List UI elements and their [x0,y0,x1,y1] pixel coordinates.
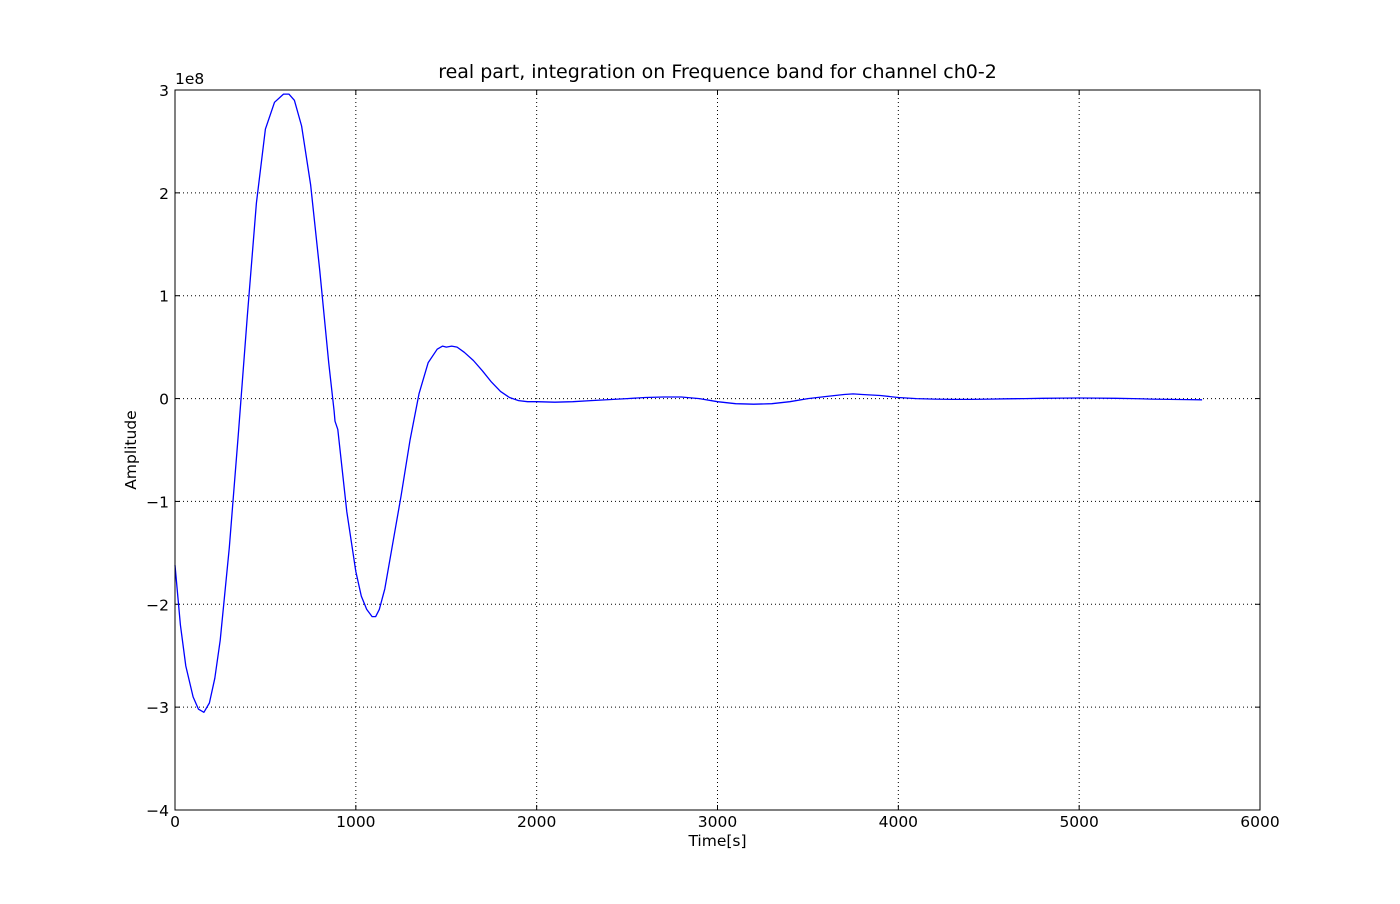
y-tick-label: 3 [159,82,169,100]
x-tick-label: 6000 [1240,813,1279,831]
x-axis-label: Time[s] [687,832,746,850]
y-tick-label: 2 [159,185,169,203]
grid [175,90,1260,810]
x-tick-label: 3000 [698,813,737,831]
series [174,93,1203,713]
chart-title: real part, integration on Frequence band… [438,61,997,83]
x-tick-label: 2000 [517,813,556,831]
ticks: 0 1000 2000 3000 4000 5000 6000 −4 −3 −2 −1 0 1 2 3 [146,82,1280,831]
y-tick-label: −4 [146,802,169,820]
y-axis-label: Amplitude [122,410,140,489]
plot-frame [174,89,1261,811]
y-tick-label: −2 [146,596,169,614]
y-offset-label: 1e8 [175,70,204,88]
x-tick-label: 5000 [1059,813,1098,831]
y-tick-label: −3 [146,699,169,717]
y-tick-label: 0 [159,391,169,409]
x-tick-label: 1000 [336,813,375,831]
y-tick-label: −1 [146,493,169,511]
x-tick-label: 0 [170,813,180,831]
x-tick-label: 4000 [879,813,918,831]
series-line [174,93,1203,713]
y-tick-label: 1 [159,288,169,306]
